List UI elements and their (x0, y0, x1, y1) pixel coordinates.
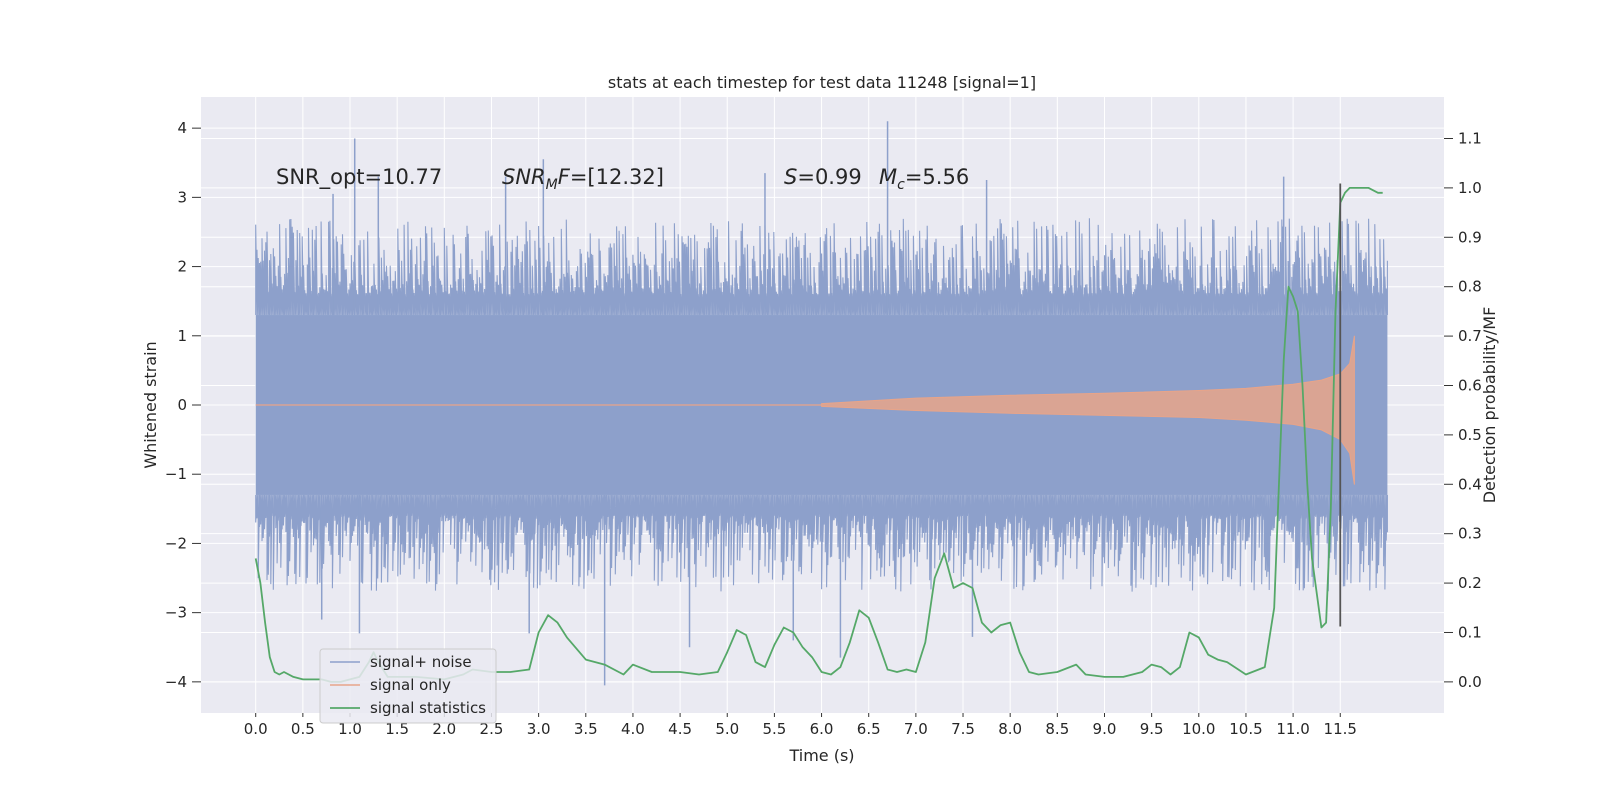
x-tick-label: 8.5 (1045, 720, 1069, 738)
annotation-snr-mf: SNRMF=[12.32] (502, 165, 664, 193)
annotation-snr-mf-value: =[12.32] (570, 165, 664, 189)
x-tick-label: 2.0 (432, 720, 456, 738)
x-tick-label: 5.5 (762, 720, 786, 738)
x-tick-label: 7.5 (951, 720, 975, 738)
x-tick-label: 1.0 (338, 720, 362, 738)
x-tick-label: 3.0 (527, 720, 551, 738)
x-tick-label: 0.0 (244, 720, 268, 738)
x-tick-label: 11.5 (1324, 720, 1357, 738)
legend: signal+ noise signal only signal statist… (319, 648, 497, 724)
y-tick-label: −3 (165, 604, 187, 622)
y2-tick-label: 0.6 (1458, 376, 1482, 394)
y-tick-label: 2 (177, 258, 187, 276)
annotation-snr-mf-symbol: SNR (502, 165, 546, 189)
axis-ticks: 0.0 0.5 1.0 1.5 2.0 2.5 3.0 3.5 4.0 4.5 5.0 5.5 6.0 6… (165, 119, 1482, 738)
y2-tick-label: 0.8 (1458, 278, 1482, 296)
y2-tick-label: 1.1 (1458, 129, 1482, 147)
annotation-snr-opt: SNR_opt=10.77 (276, 165, 442, 190)
y-axis-label: Whitened strain (141, 341, 160, 468)
x-tick-label: 9.0 (1093, 720, 1117, 738)
noise-spikes-lower (255, 494, 1388, 592)
legend-label-signal-noise: signal+ noise (370, 653, 472, 671)
x-tick-label: 2.5 (480, 720, 504, 738)
x-tick-label: 6.0 (810, 720, 834, 738)
legend-label-signal-statistics: signal statistics (370, 699, 486, 717)
annotation-s-symbol: S (784, 165, 797, 189)
annotation-mc: Mc=5.56 (879, 165, 969, 193)
x-tick-label: 1.5 (385, 720, 409, 738)
y-tick-label: 4 (177, 119, 187, 137)
y-tick-label: 3 (177, 188, 187, 206)
x-tick-label: 9.5 (1140, 720, 1164, 738)
x-tick-label: 11.0 (1276, 720, 1309, 738)
y2-tick-label: 0.4 (1458, 475, 1482, 493)
legend-frame (319, 648, 497, 724)
y2-tick-label: 0.2 (1458, 574, 1482, 592)
y2-axis-label: Detection probability/MF (1480, 307, 1499, 504)
y2-tick-label: 0.3 (1458, 525, 1482, 543)
y2-tick-label: 0.9 (1458, 228, 1482, 246)
annotation-mc-subscript: c (897, 177, 905, 193)
annotation-s-value: =0.99 (797, 165, 861, 189)
annotation-snr-mf-tail: F (558, 165, 571, 189)
x-tick-label: 4.5 (668, 720, 692, 738)
x-tick-label: 5.0 (715, 720, 739, 738)
y-tick-label: −4 (165, 673, 187, 691)
y2-tick-label: 0.5 (1458, 426, 1482, 444)
y-tick-label: −1 (165, 465, 187, 483)
y-tick-label: −2 (165, 534, 187, 552)
noise-spikes-upper (255, 218, 1388, 316)
legend-label-signal-only: signal only (370, 676, 451, 694)
y2-tick-label: 0.0 (1458, 673, 1482, 691)
annotation-s: S=0.99 (784, 165, 862, 189)
y2-tick-label: 0.7 (1458, 327, 1482, 345)
x-tick-label: 8.0 (998, 720, 1022, 738)
y-tick-label: 0 (177, 396, 187, 414)
x-tick-label: 4.0 (621, 720, 645, 738)
x-axis-label: Time (s) (788, 746, 854, 765)
x-tick-label: 3.5 (574, 720, 598, 738)
annotation-mc-value: =5.56 (905, 165, 969, 189)
x-tick-label: 10.0 (1182, 720, 1215, 738)
y2-tick-label: 1.0 (1458, 179, 1482, 197)
chart-title: stats at each timestep for test data 112… (608, 73, 1036, 92)
x-tick-label: 10.5 (1229, 720, 1262, 738)
annotation-mc-symbol: M (879, 165, 897, 189)
signal-only-series (255, 335, 1355, 485)
annotation-snr-mf-subscript: M (546, 177, 558, 193)
x-tick-label: 0.5 (291, 720, 315, 738)
y-tick-label: 1 (177, 327, 187, 345)
x-tick-label: 6.5 (857, 720, 881, 738)
y2-tick-label: 0.1 (1458, 623, 1482, 641)
signal-envelope (821, 335, 1355, 485)
x-tick-label: 7.0 (904, 720, 928, 738)
